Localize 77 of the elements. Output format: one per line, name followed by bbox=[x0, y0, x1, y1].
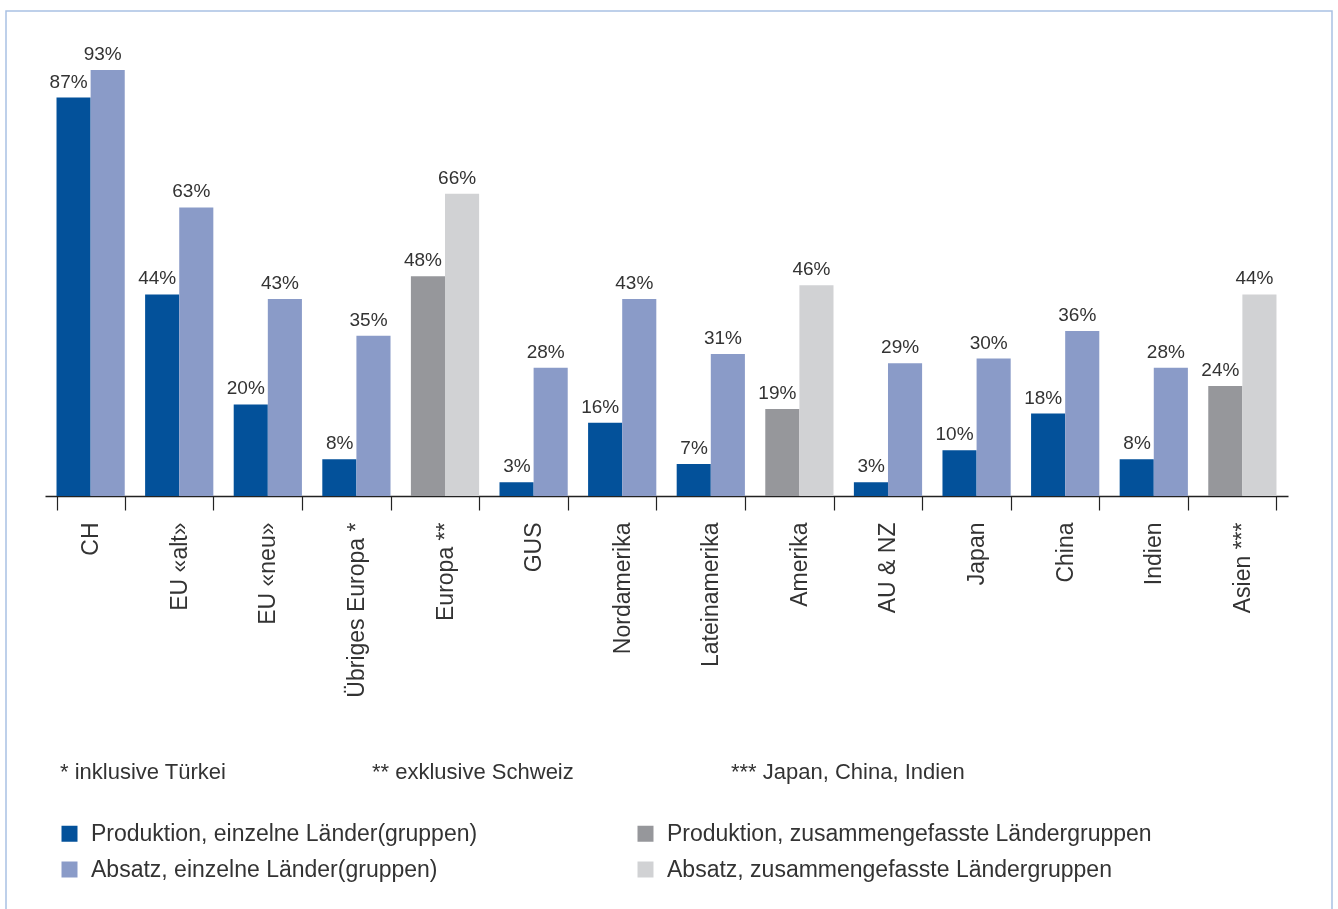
data-label: 20% bbox=[226, 377, 265, 399]
data-label: 87% bbox=[49, 70, 88, 92]
data-label: 66% bbox=[438, 166, 477, 188]
data-label: 48% bbox=[403, 249, 443, 271]
bar bbox=[410, 276, 446, 496]
data-label: 44% bbox=[1235, 267, 1274, 289]
x-tick-label: Japan bbox=[963, 522, 990, 586]
data-label: 44% bbox=[138, 267, 177, 289]
x-tick-label: Asien *** bbox=[1228, 522, 1255, 614]
legend-label: Produktion, zusammengefasste Ländergruppen bbox=[667, 819, 1152, 846]
data-label: 43% bbox=[260, 272, 300, 294]
data-label: 36% bbox=[1058, 304, 1097, 326]
x-tick-label: Übriges Europa * bbox=[342, 522, 369, 698]
bar bbox=[976, 358, 1011, 496]
bar bbox=[887, 363, 923, 496]
data-label: 3% bbox=[857, 455, 886, 477]
bar bbox=[499, 482, 534, 496]
data-label: 28% bbox=[1146, 340, 1185, 362]
data-label: 16% bbox=[581, 395, 620, 417]
text: ** exklusive Schweiz bbox=[372, 759, 574, 784]
x-tick-label: Amerika bbox=[785, 522, 812, 607]
text: * inklusive Türkei bbox=[60, 759, 226, 784]
bar bbox=[356, 335, 391, 496]
bar bbox=[56, 97, 91, 496]
data-label: 3% bbox=[503, 455, 531, 477]
x-tick-label: China bbox=[1051, 522, 1078, 583]
bar bbox=[799, 285, 834, 496]
data-label: 24% bbox=[1201, 359, 1240, 381]
data-label: 30% bbox=[969, 331, 1008, 353]
x-tick-label: AU & NZ bbox=[874, 522, 901, 614]
data-label: 29% bbox=[881, 336, 920, 358]
bar bbox=[1119, 459, 1154, 496]
bar bbox=[710, 354, 745, 496]
data-label: 93% bbox=[83, 43, 122, 65]
bar bbox=[533, 367, 568, 496]
x-tick-label: Nordamerika bbox=[608, 522, 635, 655]
bar bbox=[445, 193, 480, 496]
data-label: 7% bbox=[680, 436, 708, 458]
bar bbox=[267, 299, 302, 496]
data-label: 46% bbox=[792, 258, 831, 280]
bar bbox=[676, 463, 711, 496]
bar bbox=[90, 70, 125, 496]
data-label: 19% bbox=[758, 381, 797, 403]
bar bbox=[1031, 413, 1066, 496]
bar bbox=[322, 459, 357, 496]
x-tick-label: CH bbox=[77, 522, 104, 556]
data-label: 10% bbox=[935, 423, 974, 445]
bar bbox=[1065, 331, 1100, 496]
bar bbox=[1208, 386, 1243, 496]
data-label: 8% bbox=[1123, 432, 1151, 454]
bar bbox=[145, 294, 180, 496]
data-label: 18% bbox=[1024, 386, 1063, 408]
x-tick-label: Lateinamerika bbox=[697, 522, 724, 667]
x-tick-label: GUS bbox=[520, 522, 547, 573]
bar bbox=[179, 207, 214, 496]
x-tick-label: Indien bbox=[1140, 522, 1167, 586]
bar bbox=[853, 482, 888, 496]
x-tick-label: Europa ** bbox=[431, 522, 458, 621]
data-label: 31% bbox=[703, 327, 743, 349]
data-label: 43% bbox=[615, 272, 654, 294]
data-label: 8% bbox=[325, 432, 354, 454]
bar bbox=[942, 450, 977, 496]
x-tick-label: EU «alt» bbox=[165, 522, 192, 611]
data-label: 28% bbox=[526, 340, 565, 362]
bar bbox=[1153, 367, 1188, 496]
bar bbox=[622, 299, 657, 496]
data-label: 35% bbox=[349, 308, 388, 330]
data-label: 63% bbox=[172, 180, 211, 202]
bar bbox=[1242, 294, 1277, 496]
legend-label: Absatz, zusammengefasste Ländergruppen bbox=[667, 855, 1112, 882]
bar bbox=[765, 408, 800, 496]
x-tick-label: EU «neu» bbox=[254, 522, 281, 625]
bar bbox=[233, 404, 268, 496]
legend-label: Produktion, einzelne Länder(gruppen) bbox=[91, 819, 478, 846]
bar bbox=[588, 422, 623, 496]
text: *** Japan, China, Indien bbox=[731, 759, 965, 784]
legend-label: Absatz, einzelne Länder(gruppen) bbox=[91, 855, 438, 882]
